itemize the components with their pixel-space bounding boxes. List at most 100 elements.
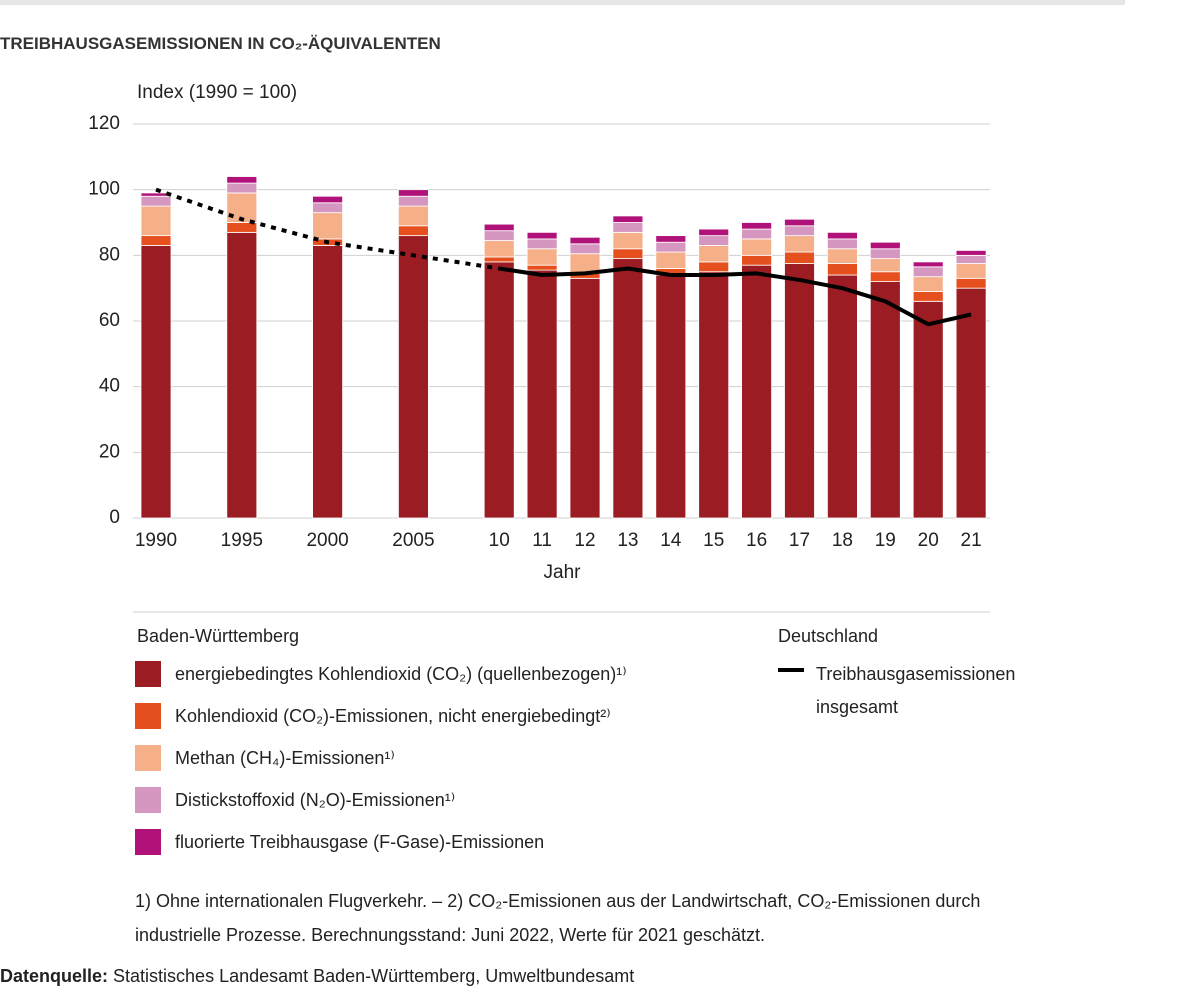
bar-segment (784, 263, 815, 519)
bar-segment (827, 248, 858, 264)
chart: Index (1990 = 100) Jahr 0 20 40 60 80 100 120 1… (88, 82, 990, 613)
bar-segment (483, 223, 515, 232)
bar-segment (698, 228, 730, 237)
bar-segment (526, 231, 558, 240)
legend-item: Methan (CH₄)-Emissionen¹⁾ (135, 745, 395, 771)
legend-item: Kohlendioxid (CO₂)-Emissionen, nicht ene… (135, 703, 611, 729)
bar-segment (526, 238, 558, 250)
bar-segment (912, 291, 944, 302)
source: Datenquelle: Statistisches Landesamt Bad… (0, 966, 634, 987)
bar-segment (741, 254, 772, 266)
bar-segment (912, 300, 944, 519)
legend-item: fluorierte Treibhausgase (F-Gase)-Emissi… (135, 829, 544, 855)
bar-segment (483, 240, 515, 258)
bar-segment (955, 287, 987, 519)
x-tick-label: 14 (660, 530, 682, 551)
x-tick-label: 19 (875, 530, 896, 551)
bar-segment (912, 276, 944, 292)
x-tick-label: 16 (746, 530, 767, 551)
legend-title: Baden-Württemberg (137, 626, 300, 646)
x-tick-label: 2000 (306, 530, 348, 551)
bar-segment (827, 274, 858, 519)
x-tick-label: 13 (617, 530, 638, 551)
bar-segment (698, 235, 730, 246)
legend-swatch (135, 745, 161, 771)
x-tick-label: 1990 (135, 530, 177, 551)
y-tick-label: 60 (99, 310, 120, 331)
bar-segment (140, 245, 172, 519)
bar-segment (784, 225, 815, 237)
bar-segment (955, 263, 987, 279)
bar-segment (483, 261, 515, 519)
bar-segment (655, 241, 687, 253)
legend-swatch (135, 829, 161, 855)
bar-segment (140, 195, 172, 207)
x-tick-label: 1995 (221, 530, 263, 551)
legend-label: Distickstoffoxid (N₂O)-Emissionen¹⁾ (175, 790, 456, 810)
bar-segment (955, 254, 987, 264)
bar-segment (140, 205, 172, 237)
bar-segment (784, 235, 815, 253)
bar-segment (741, 228, 772, 240)
bar-segment (397, 195, 429, 207)
bar-segment (526, 269, 558, 519)
bar-segment (569, 236, 601, 245)
chart-title: TREIBHAUSGASEMISSIONEN IN CO₂-ÄQUIVALENT… (0, 34, 441, 53)
legend-item: Distickstoffoxid (N₂O)-Emissionen¹⁾ (135, 787, 455, 813)
x-tick-label: 2005 (392, 530, 434, 551)
bar-segment (955, 250, 987, 256)
legend-item: Treibhausgasemissionen insgesamt (778, 658, 1048, 724)
bar-segment (869, 241, 901, 250)
bar-segment (698, 271, 730, 519)
bar-segment (784, 251, 815, 264)
bar-segment (655, 274, 687, 519)
bar-segment (612, 215, 644, 223)
bar-segment (912, 261, 944, 268)
y-tick-label: 100 (88, 179, 120, 200)
x-tick-label: 17 (789, 530, 810, 551)
bar-segment (741, 222, 772, 230)
source-label: Datenquelle: (0, 966, 109, 986)
bar-segment (569, 243, 601, 255)
top-bar (0, 0, 1125, 5)
bar-segment (569, 277, 601, 519)
bar-segment (397, 205, 429, 227)
bar-segment (827, 263, 858, 276)
x-axis-label: Jahr (544, 562, 582, 583)
bar-segment (741, 238, 772, 256)
bar-segment (226, 231, 258, 519)
legend-label: Methan (CH₄)-Emissionen¹⁾ (175, 748, 395, 768)
x-tick-label: 15 (703, 530, 724, 551)
total-line (155, 187, 500, 271)
bar-segment (312, 195, 344, 204)
bar-segment (827, 231, 858, 240)
bar-segment (655, 235, 687, 243)
bar-segment (140, 235, 172, 246)
source-text: Statistisches Landesamt Baden-Württember… (108, 966, 635, 986)
legend-line (778, 668, 804, 672)
legend-title: Deutschland (778, 626, 879, 646)
legend-swatch (135, 661, 161, 687)
y-axis-label: Index (1990 = 100) (137, 82, 297, 103)
bar-segment (869, 258, 901, 273)
bar-segment (869, 248, 901, 260)
bar-segment (526, 264, 558, 271)
x-tick-label: 10 (489, 530, 510, 551)
y-tick-label: 0 (109, 507, 120, 528)
x-tick-label: 21 (961, 530, 982, 551)
bar-segment (741, 264, 772, 519)
bar-segment (698, 261, 730, 273)
bar-segment (612, 258, 644, 519)
bar-segment (955, 277, 987, 289)
bar-segment (226, 176, 258, 184)
bar-segment (226, 192, 258, 223)
bar-segment (397, 189, 429, 197)
bar-segment (397, 235, 429, 519)
bar-segment (784, 218, 815, 227)
bar-segment (698, 245, 730, 263)
y-tick-label: 80 (99, 244, 120, 265)
legend-swatch (135, 787, 161, 813)
bar-segment (483, 256, 515, 263)
bar-segment (526, 248, 558, 266)
